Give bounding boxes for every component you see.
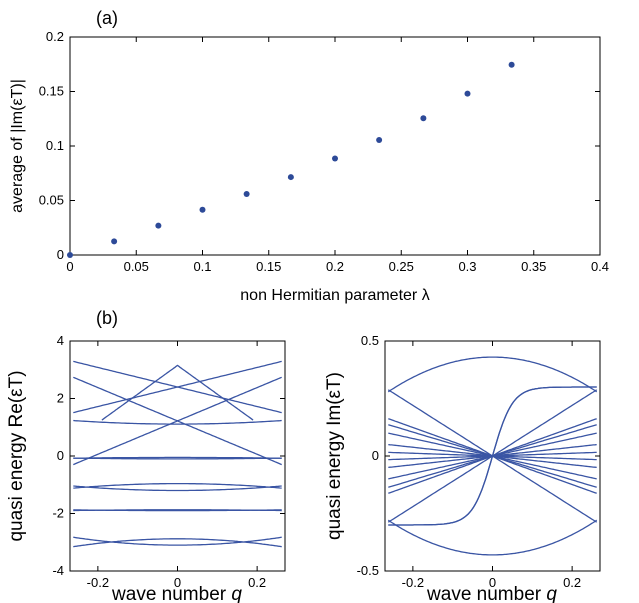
panel-b-right-y-axis-label: quasi energy Im(εT) <box>324 372 345 540</box>
panel-b-left-axes-box <box>69 340 286 572</box>
panel-b-right: -0.2 0 0.2 -0.5 0 0.5 wave number q quasi en… <box>324 333 601 603</box>
panel-b-right-y-ticks: -0.5 0 0.5 <box>357 333 600 578</box>
panel-b-left-x-axis-label: wave number q <box>111 584 242 603</box>
data-point <box>111 238 118 245</box>
data-point <box>332 155 338 162</box>
panel-b-right-x-axis-label-text: wave number <box>426 584 542 603</box>
series-line <box>73 386 282 414</box>
b1-y-tick-label: 4 <box>57 333 64 348</box>
b1-x-tick-label: 0.2 <box>248 575 266 590</box>
panel-b-left-curves <box>73 360 282 548</box>
series-line <box>73 538 282 548</box>
b1-x-tick-label: -0.2 <box>87 575 109 590</box>
a-x-tick-label: 0.15 <box>256 259 281 274</box>
panel-b-right-x-axis-label-var: q <box>546 584 557 603</box>
a-x-tick-label: 0 <box>66 259 73 274</box>
data-point <box>199 206 206 213</box>
a-x-tick-label: 0.3 <box>458 259 476 274</box>
b1-y-tick-label: -4 <box>52 563 64 578</box>
data-point <box>287 174 294 181</box>
panel-a-x-axis-label: non Hermitian parameter λ <box>240 287 429 304</box>
panel-b-left-x-axis-label-var: q <box>231 584 242 603</box>
series-line <box>73 420 282 466</box>
data-point <box>420 115 427 122</box>
a-y-tick-label: 0 <box>57 247 64 262</box>
panel-b-right-x-ticks: -0.2 0 0.2 <box>402 341 581 590</box>
a-x-tick-label: 0.4 <box>591 259 609 274</box>
series-line <box>73 376 282 422</box>
panel-a-label: (a) <box>96 8 118 28</box>
series-line <box>387 519 598 556</box>
series-line <box>101 364 254 421</box>
panel-a-axes-box <box>69 36 601 256</box>
a-x-tick-label: 0.35 <box>521 259 546 274</box>
series-line <box>388 386 597 526</box>
b2-x-tick-label: 0.2 <box>563 575 581 590</box>
data-point <box>508 61 515 68</box>
panel-a: (a) 0 0.05 0.1 0.15 0.2 0.25 0.3 0.35 0.4 00.050… <box>9 8 609 304</box>
b1-y-tick-label: 0 <box>57 448 64 463</box>
a-x-tick-label: 0.1 <box>193 259 211 274</box>
a-x-tick-label: 0.25 <box>389 259 414 274</box>
data-point <box>155 222 162 229</box>
panel-b-right-x-axis-label: wave number q <box>426 584 557 603</box>
b1-y-tick-label: -2 <box>52 506 64 521</box>
series-line <box>73 485 282 492</box>
a-x-tick-label: 0.2 <box>326 259 344 274</box>
b2-x-tick-label: -0.2 <box>402 575 424 590</box>
b2-y-tick-label: 0.5 <box>361 333 379 348</box>
panel-a-points <box>67 61 515 258</box>
panel-a-y-ticks: 0 0.05 0.1 0.15 0.2 <box>39 29 600 262</box>
a-y-tick-label: 0.05 <box>39 193 64 208</box>
data-point <box>376 137 383 144</box>
b1-y-tick-label: 2 <box>57 391 64 406</box>
series-line <box>73 509 282 512</box>
b2-y-tick-label: 0 <box>372 448 379 463</box>
a-x-tick-label: 0.05 <box>124 259 149 274</box>
panel-b-left: (b) -0.2 0 0.2 -4 -2 0 2 4 wave number q quasi… <box>6 308 286 603</box>
panel-b-left-y-axis-label: quasi energy Re(εT) <box>6 370 27 541</box>
data-point <box>67 252 73 258</box>
panel-b-label: (b) <box>96 308 118 328</box>
panel-b-left-y-ticks: -4 -2 0 2 4 <box>52 333 285 578</box>
panel-a-y-axis-label: average of |Im(εT)| <box>9 79 26 213</box>
b2-x-tick-label: 0 <box>489 575 496 590</box>
a-y-tick-label: 0.15 <box>39 84 64 99</box>
b2-y-tick-label: -0.5 <box>357 563 379 578</box>
series-line <box>387 356 598 393</box>
series-line <box>73 419 282 425</box>
series-line <box>73 482 282 489</box>
data-point <box>243 190 250 197</box>
panel-b-left-x-axis-label-text: wave number <box>111 584 227 603</box>
a-y-tick-label: 0.1 <box>46 138 64 153</box>
b1-x-tick-label: 0 <box>174 575 181 590</box>
a-y-tick-label: 0.2 <box>46 29 64 44</box>
series-line <box>73 536 282 546</box>
series-line <box>73 456 282 459</box>
panel-a-x-ticks: 0 0.05 0.1 0.15 0.2 0.25 0.3 0.35 0.4 <box>66 37 609 274</box>
panel-b-right-curves <box>387 356 598 556</box>
data-point <box>464 90 471 97</box>
series-line <box>73 457 282 460</box>
panel-b-left-x-ticks: -0.2 0 0.2 <box>87 341 266 590</box>
